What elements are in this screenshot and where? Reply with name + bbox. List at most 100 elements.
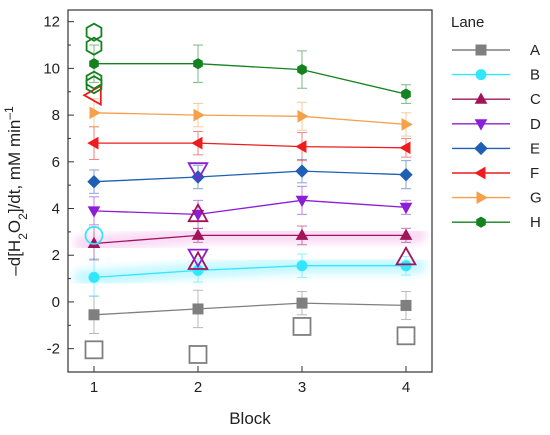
series-d xyxy=(87,185,413,229)
series-line-e xyxy=(93,170,407,183)
legend-item-h: H xyxy=(452,214,541,231)
legend-item-c: C xyxy=(452,91,541,108)
outlier-h-3 xyxy=(85,75,103,95)
x-tick-label-1: 1 xyxy=(90,379,98,396)
series-h xyxy=(89,44,411,104)
x-tick-label-3: 3 xyxy=(298,379,306,396)
y-tick-label-10: 10 xyxy=(43,60,60,77)
data-point-a-4 xyxy=(400,299,412,311)
legend-marker-a xyxy=(475,44,487,56)
legend-item-a: A xyxy=(452,42,540,59)
series-highlight-bands xyxy=(74,227,426,286)
y-tick-label-12: 12 xyxy=(43,14,60,31)
legend-label-e: E xyxy=(530,140,540,157)
data-point-h-4 xyxy=(401,88,411,100)
legend-item-f: F xyxy=(452,165,539,182)
series-g xyxy=(89,98,413,137)
highlight-band-c xyxy=(74,227,426,252)
legend-label-a: A xyxy=(530,42,540,59)
outlier-d-0 xyxy=(187,162,209,182)
data-point-e-1 xyxy=(87,174,101,189)
legend-item-e: E xyxy=(452,140,540,157)
y-tick-label-8: 8 xyxy=(52,107,60,124)
legend-marker-e xyxy=(474,141,488,156)
series-line-d xyxy=(93,199,407,216)
data-point-f-4 xyxy=(399,141,411,155)
x-axis-title: Block xyxy=(229,409,271,428)
legend-item-d: D xyxy=(452,116,541,133)
legend-marker-g xyxy=(476,191,488,204)
data-point-c-3 xyxy=(295,228,309,240)
data-point-d-1 xyxy=(87,206,101,218)
y-axis-title-part: ]/dt, mM min xyxy=(5,120,24,214)
outlier-a-1 xyxy=(188,345,208,364)
legend-label-g: G xyxy=(530,190,542,207)
legend-title: Lane xyxy=(451,14,484,31)
data-point-d-3 xyxy=(295,195,309,208)
data-point-b-4 xyxy=(400,260,412,272)
outlier-d-1 xyxy=(187,248,209,269)
data-point-d-4 xyxy=(399,202,413,215)
series-line-g xyxy=(93,112,407,126)
legend-marker-h xyxy=(476,216,486,228)
outlier-a-2 xyxy=(292,317,312,336)
data-point-b-3 xyxy=(296,260,308,272)
data-point-g-4 xyxy=(401,118,413,131)
legend-item-b: B xyxy=(452,67,540,84)
outlier-h-1 xyxy=(85,36,103,56)
data-point-e-4 xyxy=(399,167,413,182)
outlier-b-0 xyxy=(84,225,104,245)
legend-label-c: C xyxy=(530,91,541,108)
data-point-c-4 xyxy=(399,228,413,240)
y-axis-title-part: 2 xyxy=(16,213,30,220)
outlier-h-2 xyxy=(85,70,103,90)
y-tick-label-4: 4 xyxy=(52,201,60,218)
series-line-a xyxy=(93,302,407,316)
data-point-h-3 xyxy=(297,64,307,76)
data-point-f-1 xyxy=(87,136,99,150)
series-e xyxy=(87,158,413,194)
data-point-a-1 xyxy=(88,309,100,321)
x-tick-label-4: 4 xyxy=(402,379,410,396)
y-axis-title: –d[H2O2]/dt, mM min–1 xyxy=(2,106,30,276)
series-line-h xyxy=(94,63,407,95)
y-tick-label-2: 2 xyxy=(52,247,60,264)
data-point-g-3 xyxy=(297,109,309,123)
y-axis-title-part: –1 xyxy=(2,106,16,120)
series-a xyxy=(88,289,412,334)
y-axis-title-part: –d[H xyxy=(5,240,24,276)
y-axis-title-part: 2 xyxy=(16,233,30,240)
series-line-f xyxy=(94,142,407,149)
data-point-h-2 xyxy=(193,58,203,70)
y-tick-label-0: 0 xyxy=(52,294,60,311)
data-point-b-1 xyxy=(88,271,100,283)
data-point-f-3 xyxy=(295,140,307,153)
y-tick-label-6: 6 xyxy=(52,154,60,171)
outlier-a-0 xyxy=(84,340,104,360)
legend-marker-d xyxy=(474,119,488,131)
data-point-h-1 xyxy=(89,58,99,70)
legend-label-d: D xyxy=(530,116,541,133)
y-tick-label--2: -2 xyxy=(47,341,60,358)
legend-marker-b xyxy=(475,69,487,81)
y-axis-title-part: O xyxy=(5,220,24,233)
legend-item-g: G xyxy=(452,190,542,207)
legend-label-f: F xyxy=(530,165,539,182)
legend-label-b: B xyxy=(530,67,540,84)
data-point-c-2 xyxy=(191,228,205,240)
outlier-c-2 xyxy=(395,245,417,266)
series-line-c xyxy=(93,234,406,245)
data-point-a-3 xyxy=(296,297,308,309)
outlier-layer xyxy=(82,22,417,364)
legend-label-h: H xyxy=(530,214,541,231)
legend-marker-c xyxy=(474,92,488,104)
outlier-a-3 xyxy=(396,326,416,346)
outlier-c-1 xyxy=(187,250,209,270)
outlier-c-0 xyxy=(187,202,209,223)
data-point-e-3 xyxy=(295,164,309,178)
data-point-g-2 xyxy=(193,108,205,122)
outlier-h-0 xyxy=(85,22,103,42)
